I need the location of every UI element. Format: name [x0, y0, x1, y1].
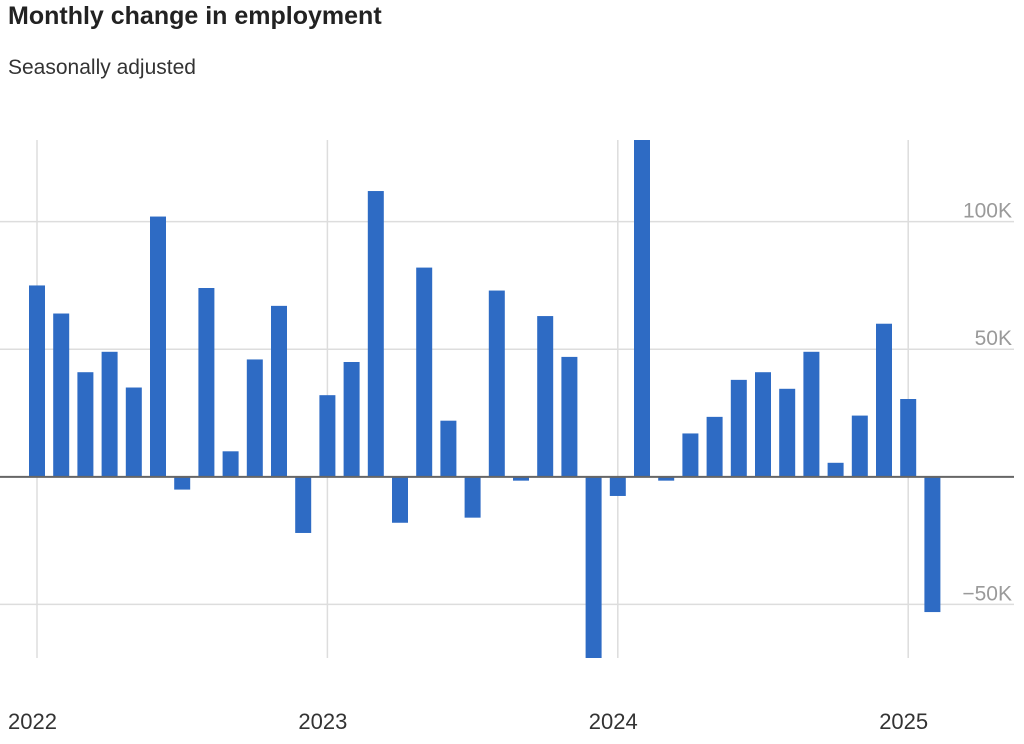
bar-2023-12: [585, 476, 602, 658]
bar-2024-02: [634, 140, 650, 477]
bar-2023-02: [343, 362, 360, 477]
y-tick-label: −50K: [962, 582, 1012, 605]
bar-2022-05: [125, 387, 142, 477]
bar-2022-10: [246, 359, 263, 477]
y-tick-label: 50K: [975, 327, 1012, 350]
bar-2023-08: [488, 290, 505, 477]
bar-2025-02: [924, 476, 941, 613]
x-axis-labels: 2022 2023 2024 2025: [8, 709, 928, 734]
bar-2024-08: [779, 388, 796, 477]
bar-2022-03: [77, 372, 94, 477]
bar-2024-01: [609, 476, 626, 496]
bar-2023-10: [537, 316, 554, 477]
bar-2024-04: [682, 433, 699, 477]
bar-2025-01: [900, 399, 917, 477]
bars: [29, 140, 941, 658]
bar-2023-06: [440, 420, 457, 477]
bar-2024-12: [876, 323, 892, 477]
x-tick-label: 2024: [589, 709, 638, 734]
bar-2023-01: [319, 395, 336, 477]
bar-2022-09: [222, 451, 239, 477]
y-tick-label: 100K: [963, 200, 1012, 223]
bar-2023-04: [392, 476, 408, 523]
bar-2023-05: [416, 267, 433, 477]
bar-2022-06: [150, 216, 166, 477]
bar-2024-11: [851, 415, 868, 477]
bar-2023-11: [561, 356, 578, 477]
y-axis-labels: 100K 50K −50K: [962, 200, 1012, 606]
bar-2022-04: [101, 351, 118, 477]
bar-2024-09: [803, 351, 820, 477]
bar-2022-02: [53, 313, 70, 477]
x-tick-label: 2022: [8, 709, 57, 734]
bar-2024-05: [706, 416, 723, 477]
bar-2022-01: [29, 285, 45, 477]
bar-2024-06: [730, 379, 747, 477]
bar-2024-10: [827, 462, 844, 477]
x-tick-label: 2023: [298, 709, 347, 734]
bar-2022-12: [295, 476, 312, 533]
chart-title: Monthly change in employment: [8, 2, 382, 30]
x-tick-label: 2025: [879, 709, 928, 734]
chart-subtitle: Seasonally adjusted: [8, 56, 196, 79]
bar-2022-08: [198, 288, 215, 477]
bar-2022-11: [271, 305, 287, 477]
bar-2024-03: [658, 476, 675, 481]
bar-2024-07: [755, 372, 771, 477]
bar-2023-07: [464, 476, 481, 518]
bar-2022-07: [174, 476, 191, 490]
bar-2023-09: [513, 476, 529, 481]
bar-2023-03: [367, 191, 384, 477]
